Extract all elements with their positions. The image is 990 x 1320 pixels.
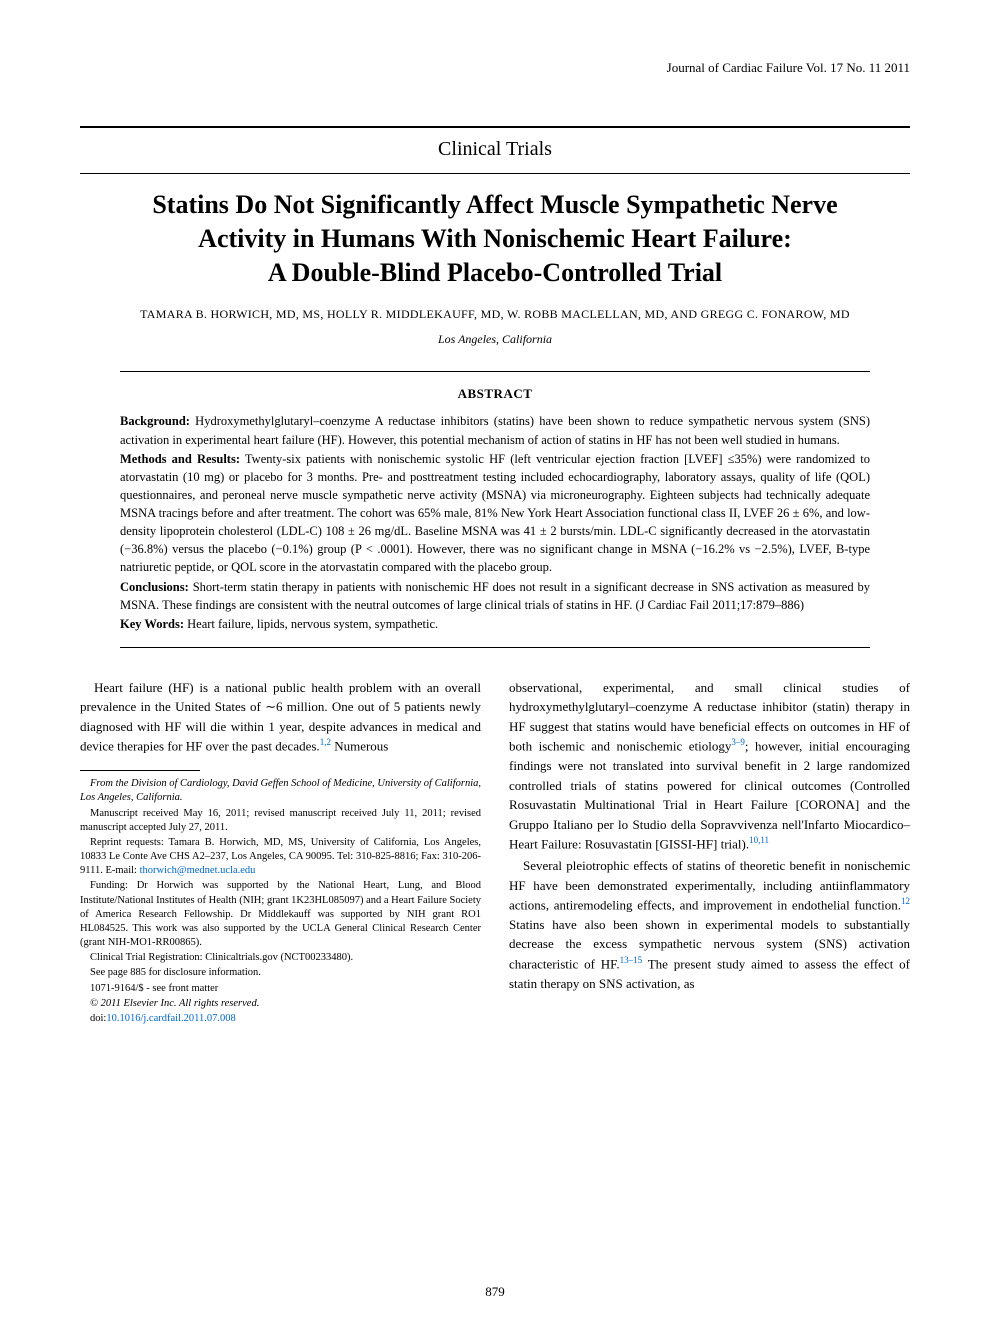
section-label: Clinical Trials bbox=[80, 138, 910, 165]
abstract-bottom-rule bbox=[120, 647, 870, 648]
ref-3-9[interactable]: 3–9 bbox=[731, 737, 745, 747]
footnote-manuscript: Manuscript received May 16, 2011; revise… bbox=[80, 807, 481, 835]
abstract-conclusions-text: Short-term statin therapy in patients wi… bbox=[120, 580, 870, 612]
top-rule bbox=[80, 126, 910, 128]
abstract-box: ABSTRACT Background: Hydroxymethylglutar… bbox=[120, 371, 870, 648]
title-line-2: Activity in Humans With Nonischemic Hear… bbox=[198, 224, 792, 253]
ref-1-2[interactable]: 1,2 bbox=[320, 737, 331, 747]
affiliation: Los Angeles, California bbox=[80, 332, 910, 347]
article-title: Statins Do Not Significantly Affect Musc… bbox=[80, 188, 910, 289]
body-paragraph-2: observational, experimental, and small c… bbox=[509, 678, 910, 854]
body-right-p2-text: Several pleiotrophic effects of statins … bbox=[509, 858, 910, 912]
doi-link[interactable]: 10.1016/j.cardfail.2011.07.008 bbox=[106, 1013, 235, 1024]
footnote-disclosure: See page 885 for disclosure information. bbox=[80, 966, 481, 980]
abstract-methods-text: Twenty-six patients with nonischemic sys… bbox=[120, 452, 870, 575]
page-number: 879 bbox=[485, 1284, 505, 1300]
title-line-1: Statins Do Not Significantly Affect Musc… bbox=[152, 190, 837, 219]
body-left-p1-text: Heart failure (HF) is a national public … bbox=[80, 680, 481, 754]
body-right-p1-cont: ; however, initial encouraging findings … bbox=[509, 739, 910, 852]
ref-13-15[interactable]: 13–15 bbox=[620, 955, 643, 965]
ref-10-11[interactable]: 10,11 bbox=[749, 835, 769, 845]
title-line-3: A Double-Blind Placebo-Controlled Trial bbox=[268, 258, 722, 287]
abstract-background-text: Hydroxymethylglutaryl–coenzyme A reducta… bbox=[120, 414, 870, 446]
body-paragraph-3: Several pleiotrophic effects of statins … bbox=[509, 856, 910, 993]
footnote-funding: Funding: Dr Horwich was supported by the… bbox=[80, 879, 481, 950]
abstract-methods-label: Methods and Results: bbox=[120, 452, 240, 466]
doi-label: doi: bbox=[90, 1013, 106, 1024]
abstract-body: Background: Hydroxymethylglutaryl–coenzy… bbox=[120, 412, 870, 633]
footnote-trial-registration: Clinical Trial Registration: Clinicaltri… bbox=[80, 951, 481, 965]
footnote-reprint: Reprint requests: Tamara B. Horwich, MD,… bbox=[80, 836, 481, 879]
abstract-conclusions-label: Conclusions: bbox=[120, 580, 189, 594]
ref-12[interactable]: 12 bbox=[901, 896, 910, 906]
journal-header: Journal of Cardiac Failure Vol. 17 No. 1… bbox=[80, 60, 910, 76]
email-link[interactable]: thorwich@mednet.ucla.edu bbox=[140, 865, 256, 876]
right-column: observational, experimental, and small c… bbox=[509, 678, 910, 1027]
abstract-keywords-text: Heart failure, lipids, nervous system, s… bbox=[184, 617, 438, 631]
footnote-issn: 1071-9164/$ - see front matter bbox=[80, 982, 481, 996]
footnote-doi: doi:10.1016/j.cardfail.2011.07.008 bbox=[80, 1012, 481, 1026]
body-left-p1-cont: Numerous bbox=[331, 739, 388, 754]
abstract-keywords-label: Key Words: bbox=[120, 617, 184, 631]
body-paragraph-1: Heart failure (HF) is a national public … bbox=[80, 678, 481, 756]
body-columns: Heart failure (HF) is a national public … bbox=[80, 678, 910, 1027]
abstract-background-label: Background: bbox=[120, 414, 190, 428]
footnote-from: From the Division of Cardiology, David G… bbox=[80, 777, 481, 805]
left-column: Heart failure (HF) is a national public … bbox=[80, 678, 481, 1027]
section-rule bbox=[80, 173, 910, 174]
footnote-rule bbox=[80, 770, 200, 771]
authors: TAMARA B. HORWICH, MD, MS, HOLLY R. MIDD… bbox=[80, 307, 910, 322]
footnote-copyright: © 2011 Elsevier Inc. All rights reserved… bbox=[80, 997, 481, 1011]
footnotes: From the Division of Cardiology, David G… bbox=[80, 777, 481, 1026]
abstract-heading: ABSTRACT bbox=[120, 386, 870, 402]
abstract-top-rule bbox=[120, 371, 870, 372]
